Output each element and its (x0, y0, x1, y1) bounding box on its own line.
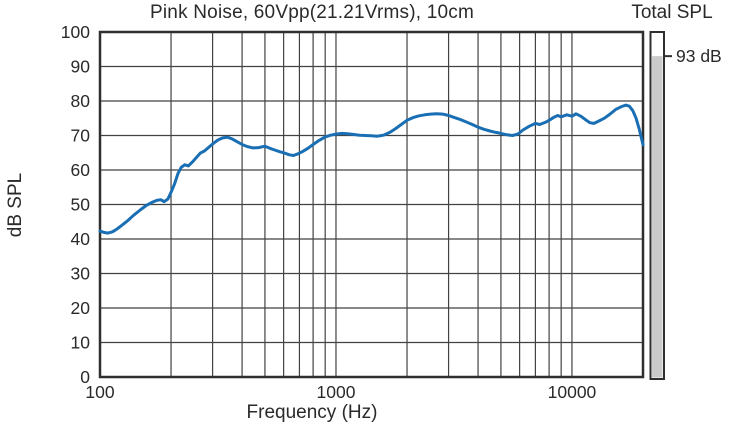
y-tick-label-60: 60 (71, 160, 91, 180)
x-tick-label-10000: 10000 (548, 382, 597, 402)
chart-title: Pink Noise, 60Vpp(21.21Vrms), 10cm (150, 2, 474, 23)
x-axis-title: Frequency (Hz) (246, 402, 378, 423)
y-tick-label-30: 30 (71, 264, 91, 284)
y-tick-label-70: 70 (71, 126, 91, 146)
y-tick-label-80: 80 (71, 91, 91, 111)
total-spl-bar-fill (652, 56, 663, 378)
y-tick-label-0: 0 (80, 367, 90, 387)
total-spl-heading: Total SPL (631, 2, 713, 23)
total-spl-bar-border (649, 31, 665, 380)
y-tick-label-40: 40 (71, 229, 91, 249)
spl-response-curve (98, 103, 645, 235)
total-spl-value-label: 93 dB (676, 46, 722, 66)
plot-border (98, 30, 645, 379)
x-tick-label-1000: 1000 (317, 382, 356, 402)
y-tick-label-100: 100 (61, 22, 90, 42)
y-tick-label-20: 20 (71, 298, 91, 318)
x-tick-label-100: 100 (85, 382, 114, 402)
y-tick-label-50: 50 (71, 195, 91, 215)
y-tick-label-10: 10 (71, 333, 91, 353)
y-tick-label-90: 90 (71, 57, 91, 77)
